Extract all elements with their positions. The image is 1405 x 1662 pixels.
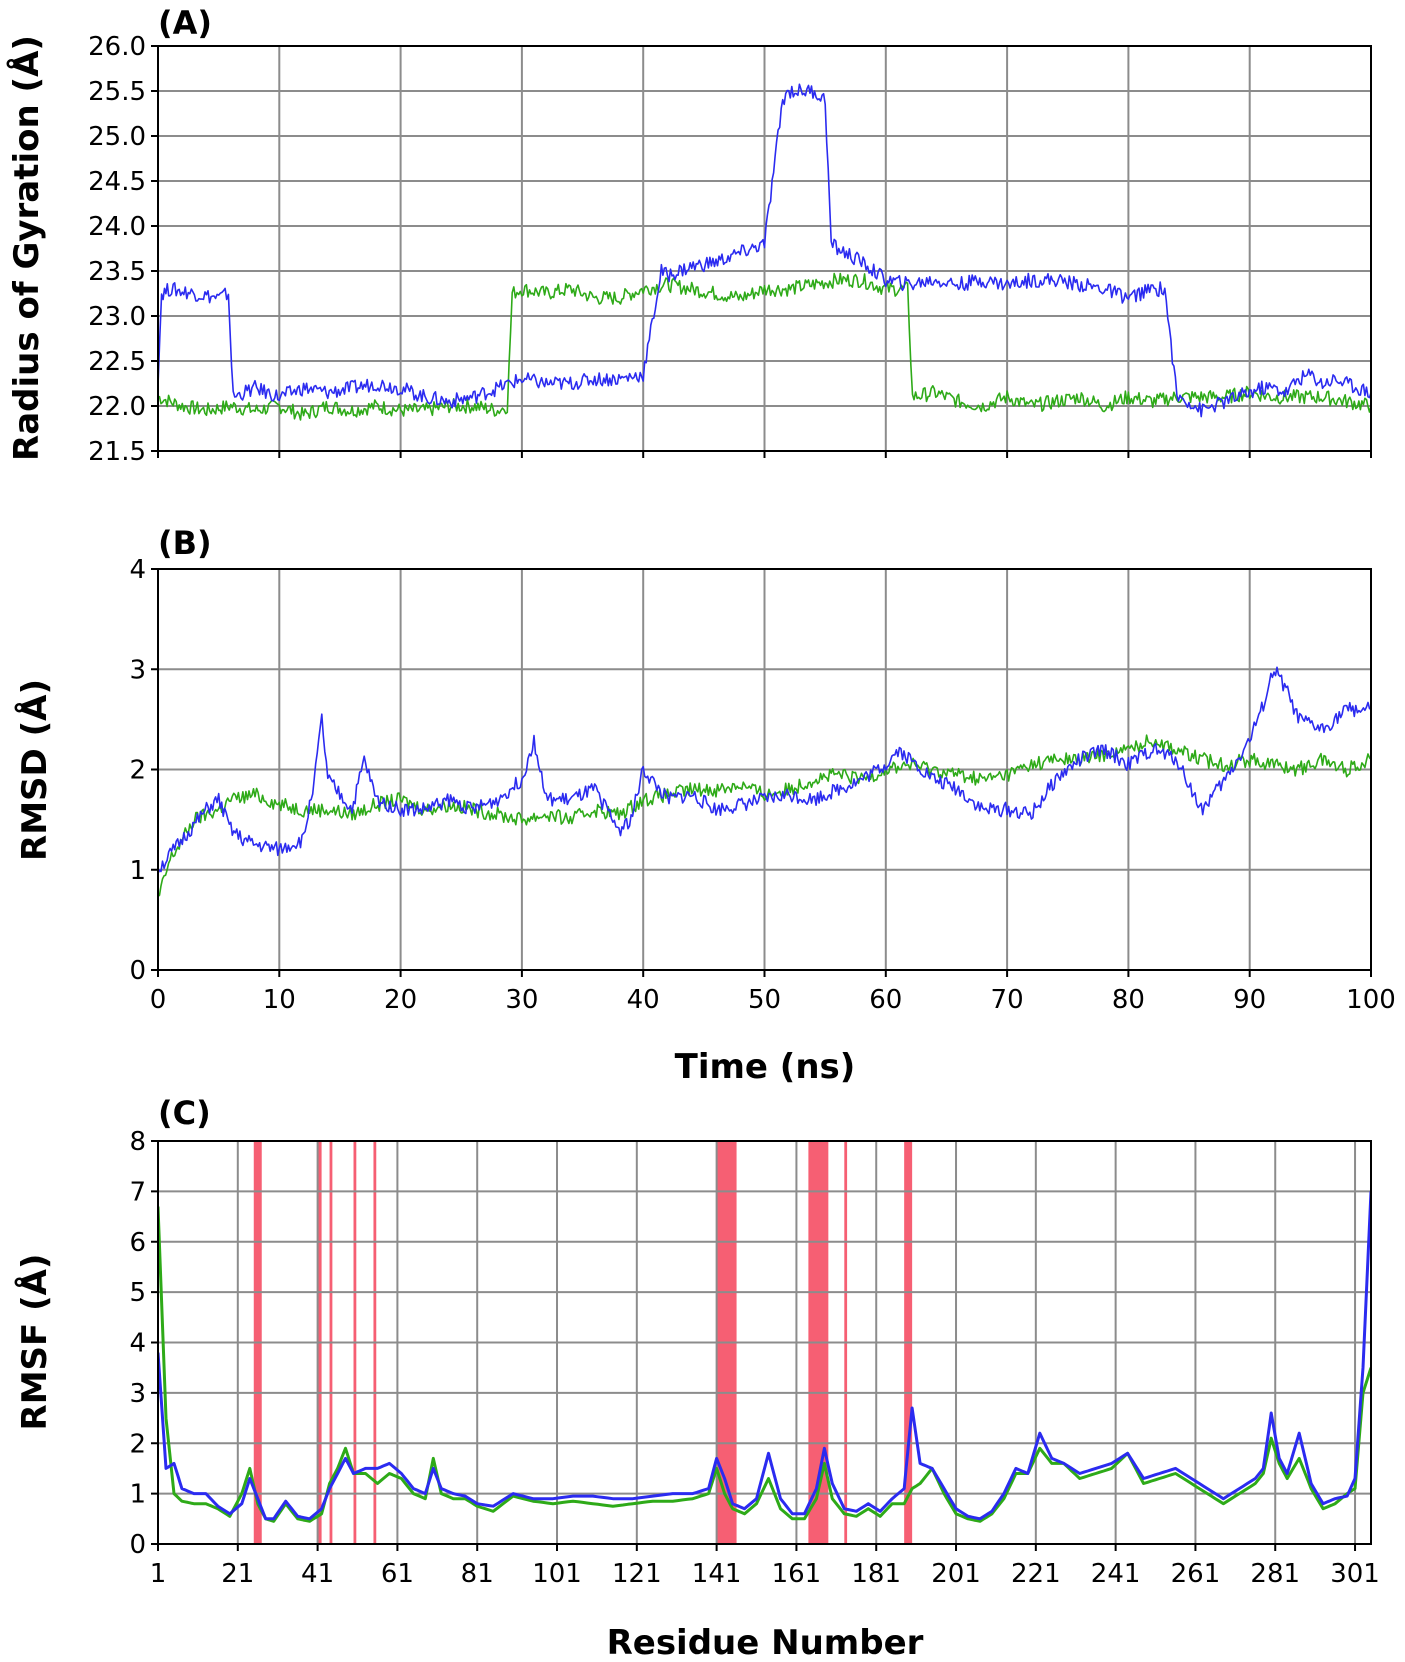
x-tick-label: 221 xyxy=(1011,1559,1061,1589)
y-tick-label: 23.5 xyxy=(88,257,146,287)
x-tick-label: 281 xyxy=(1250,1559,1300,1589)
y-tick-label: 8 xyxy=(129,1127,146,1157)
y-tick-label: 21.5 xyxy=(88,437,146,467)
x-axis-title: Time (ns) xyxy=(675,1047,856,1087)
x-tick-label: 21 xyxy=(221,1559,254,1589)
x-tick-label: 30 xyxy=(505,985,538,1015)
y-tick-label: 6 xyxy=(129,1228,146,1258)
x-tick-label: 20 xyxy=(384,985,417,1015)
panel-label: (A) xyxy=(158,4,212,42)
y-tick-label: 0 xyxy=(129,1530,146,1560)
x-tick-label: 90 xyxy=(1233,985,1266,1015)
x-tick-label: 261 xyxy=(1171,1559,1221,1589)
x-axis-title: Residue Number xyxy=(607,1623,924,1662)
series-line-blue xyxy=(158,666,1371,874)
y-tick-label: 1 xyxy=(129,856,146,886)
y-tick-label: 1 xyxy=(129,1480,146,1510)
y-tick-label: 24.0 xyxy=(88,212,146,242)
series-line-green xyxy=(158,272,1371,421)
x-tick-label: 61 xyxy=(381,1559,414,1589)
x-tick-label: 10 xyxy=(263,985,296,1015)
y-tick-label: 23.0 xyxy=(88,302,146,332)
series-line-blue xyxy=(158,1191,1371,1521)
y-tick-label: 22.5 xyxy=(88,347,146,377)
y-tick-label: 3 xyxy=(129,655,146,685)
y-tick-label: 22.0 xyxy=(88,392,146,422)
panel-label: (B) xyxy=(158,524,212,562)
x-tick-label: 0 xyxy=(150,985,167,1015)
x-tick-label: 60 xyxy=(869,985,902,1015)
panel-a: 21.5 22.0 22.5 23.0 23.5 24.0 24.5 25.0 25.5 26.0… xyxy=(6,4,1372,467)
x-tick-label: 301 xyxy=(1330,1559,1380,1589)
y-tick-label: 2 xyxy=(129,756,146,786)
y-tick-label: 26.0 xyxy=(88,32,146,62)
panel-label: (C) xyxy=(158,1094,211,1132)
series-line-blue xyxy=(158,83,1371,418)
x-tick-label: 80 xyxy=(1112,985,1145,1015)
y-tick-label: 25.5 xyxy=(88,77,146,107)
x-tick-label: 201 xyxy=(931,1559,981,1589)
y-tick-label: 24.5 xyxy=(88,167,146,197)
y-tick-label: 5 xyxy=(129,1278,146,1308)
y-tick-label: 4 xyxy=(129,555,146,585)
x-tick-label: 141 xyxy=(692,1559,742,1589)
y-tick-label: 25.0 xyxy=(88,122,146,152)
y-tick-label: 7 xyxy=(129,1177,146,1207)
x-tick-label: 40 xyxy=(627,985,660,1015)
x-tick-label: 161 xyxy=(772,1559,822,1589)
x-tick-label: 101 xyxy=(532,1559,582,1589)
x-tick-label: 100 xyxy=(1346,985,1396,1015)
y-tick-label: 4 xyxy=(129,1329,146,1359)
x-tick-label: 121 xyxy=(612,1559,662,1589)
x-tick-label: 241 xyxy=(1091,1559,1141,1589)
y-tick-label: 0 xyxy=(129,956,146,986)
x-tick-label: 181 xyxy=(851,1559,901,1589)
x-tick-label: 70 xyxy=(991,985,1024,1015)
series-line-green xyxy=(158,734,1371,898)
y-axis-title: RMSD (Å) xyxy=(14,679,55,861)
y-axis-title: Radius of Gyration (Å) xyxy=(6,35,47,461)
y-tick-label: 3 xyxy=(129,1379,146,1409)
y-axis-title: RMSF (Å) xyxy=(14,1254,55,1431)
x-tick-label: 1 xyxy=(150,1559,167,1589)
x-tick-label: 50 xyxy=(748,985,781,1015)
y-tick-label: 2 xyxy=(129,1429,146,1459)
x-tick-label: 81 xyxy=(461,1559,494,1589)
x-tick-label: 41 xyxy=(301,1559,334,1589)
